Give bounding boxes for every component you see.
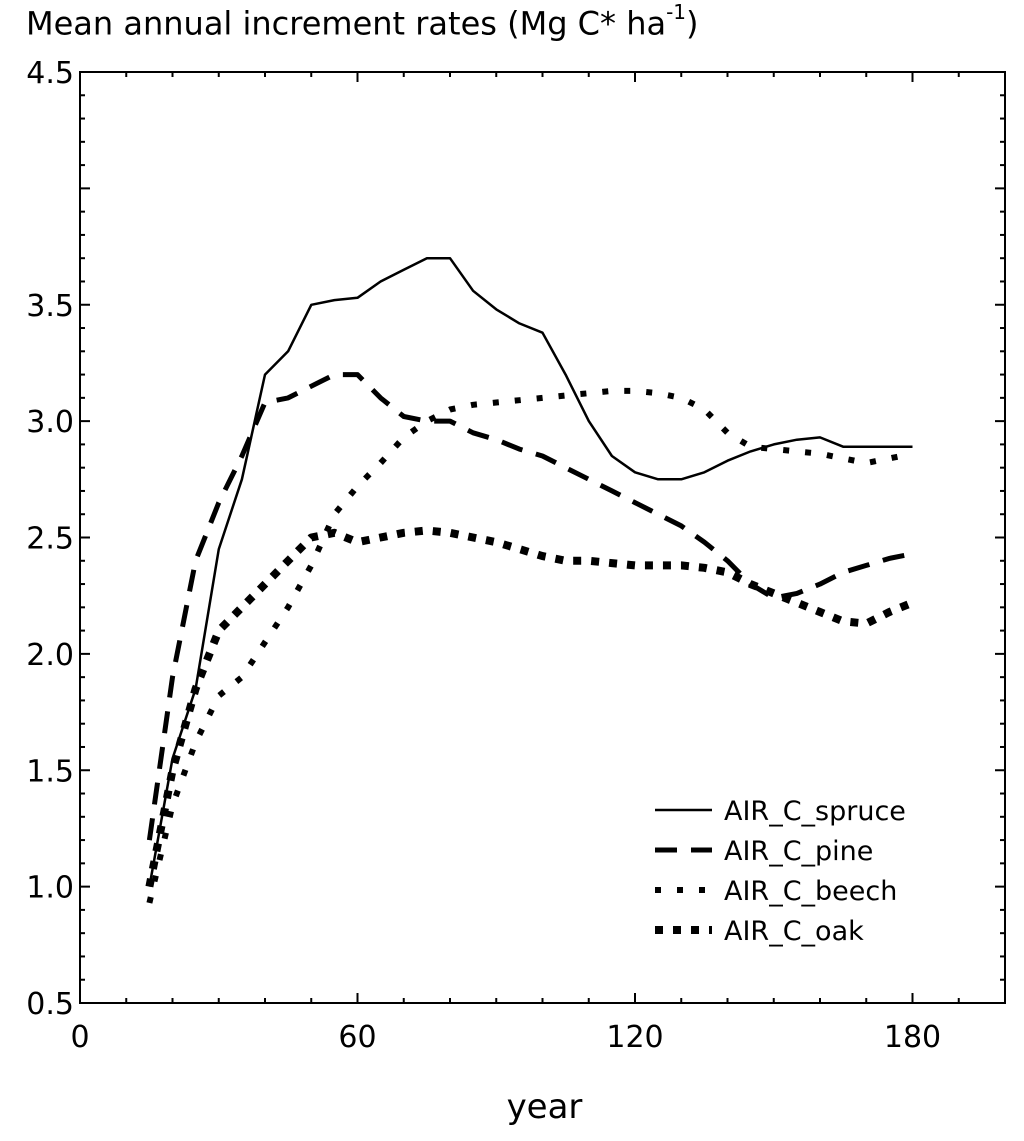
y-tick-label: 3.5 xyxy=(26,289,74,324)
series-line-AIR_C_oak xyxy=(145,526,914,888)
series-line-AIR_C_spruce xyxy=(148,256,913,887)
x-tick-label: 120 xyxy=(606,1020,663,1055)
x-tick-label: 180 xyxy=(884,1020,941,1055)
series-line-AIR_C_beech xyxy=(146,387,914,904)
y-tick-label: 4.5 xyxy=(26,56,74,91)
legend-label: AIR_C_pine xyxy=(724,836,873,867)
y-tick-label: 1.5 xyxy=(26,754,74,789)
chart-title: Mean annual increment rates (Mg C* ha-1) xyxy=(26,0,699,43)
y-tick-label: 1.0 xyxy=(26,871,74,906)
y-axis: 0.5 1.0 1.5 2.0 2.5 3.0 3.5 4.5 xyxy=(26,56,1005,1022)
x-tick-label: 0 xyxy=(70,1020,89,1055)
legend-label: AIR_C_beech xyxy=(724,876,897,907)
chart-title-main: Mean annual increment rates (Mg C* ha xyxy=(26,4,667,43)
y-tick-label: 3.0 xyxy=(26,405,74,440)
legend-label: AIR_C_oak xyxy=(724,916,864,947)
x-tick-label: 60 xyxy=(338,1020,376,1055)
x-axis: 0 60 120 180 xyxy=(70,72,1006,1055)
series-layer xyxy=(145,256,914,904)
x-axis-label: year xyxy=(507,1087,583,1127)
y-tick-label: 2.0 xyxy=(26,638,74,673)
y-tick-label: 0.5 xyxy=(26,987,74,1022)
series-line-AIR_C_pine xyxy=(146,372,913,841)
legend: AIR_C_spruce AIR_C_pine AIR_C_beech AIR_C_o… xyxy=(655,796,906,947)
legend-label: AIR_C_spruce xyxy=(724,796,906,827)
chart-title-exponent: -1 xyxy=(666,0,687,24)
chart-title-close: ) xyxy=(686,4,699,43)
y-tick-label: 2.5 xyxy=(26,522,74,557)
